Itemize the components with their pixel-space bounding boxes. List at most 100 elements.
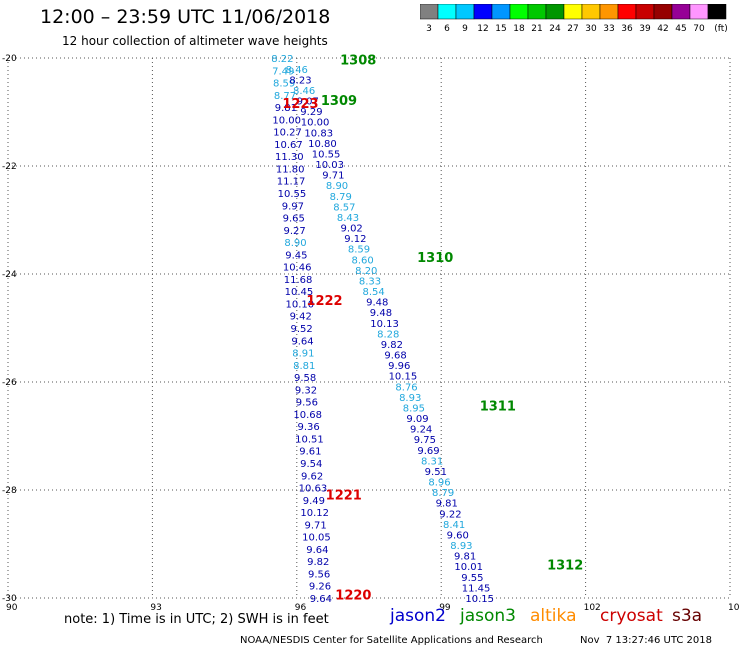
wave-height-value: 8.93 bbox=[450, 541, 472, 552]
pass-time-label: 1310 bbox=[417, 251, 453, 266]
wave-height-value: 9.55 bbox=[461, 573, 483, 584]
wave-height-value: 8.43 bbox=[337, 213, 359, 224]
wave-height-value: 8.23 bbox=[289, 75, 311, 86]
color-scale-label: 21 bbox=[531, 24, 542, 34]
wave-height-value: 9.96 bbox=[388, 361, 410, 372]
wave-height-value: 8.59 bbox=[273, 79, 295, 90]
legend-s3a: s3a bbox=[672, 606, 703, 626]
wave-height-value: 10.83 bbox=[304, 128, 333, 139]
color-scale-label: 18 bbox=[513, 24, 525, 34]
wave-height-value: 10.55 bbox=[278, 189, 307, 200]
wave-height-value: 9.62 bbox=[301, 471, 323, 482]
wave-height-value: 8.41 bbox=[443, 520, 465, 531]
color-scale-swatch bbox=[707, 4, 727, 20]
wave-height-value: 9.02 bbox=[341, 224, 363, 235]
wave-height-value: 9.71 bbox=[322, 171, 344, 182]
wave-height-value: 10.03 bbox=[315, 160, 344, 171]
color-scale-label: 33 bbox=[603, 24, 614, 34]
x-tick-label: 105 bbox=[728, 603, 740, 613]
wave-height-value: 9.60 bbox=[447, 530, 469, 541]
wave-height-value: 9.56 bbox=[308, 569, 330, 580]
wave-height-value: 8.76 bbox=[395, 382, 417, 393]
wave-height-value: 11.68 bbox=[284, 275, 313, 286]
wave-height-value: 10.63 bbox=[299, 484, 328, 495]
wave-height-value: 11.30 bbox=[275, 152, 304, 163]
wave-height-value: 8.77 bbox=[274, 91, 296, 102]
wave-height-value: 9.61 bbox=[299, 447, 321, 458]
wave-height-value: 10.00 bbox=[301, 118, 330, 129]
y-tick-label: -24 bbox=[2, 270, 17, 280]
pass-time-label: 1222 bbox=[306, 294, 342, 309]
color-scale-label: 12 bbox=[477, 24, 488, 34]
pass-time-label: 1223 bbox=[282, 97, 318, 112]
color-scale-label: 70 bbox=[693, 24, 705, 34]
wave-height-value: 11.80 bbox=[276, 164, 305, 175]
wave-height-value: 9.54 bbox=[300, 459, 322, 470]
wave-height-value: 11.45 bbox=[462, 583, 491, 594]
y-tick-label: -30 bbox=[2, 594, 17, 604]
wave-height-value: 10.12 bbox=[300, 508, 329, 519]
color-scale-label: 3 bbox=[426, 24, 432, 34]
wave-height-value: 9.58 bbox=[294, 373, 316, 384]
wave-height-value: 10.13 bbox=[370, 319, 399, 330]
pass-time-label: 1221 bbox=[326, 488, 362, 503]
wave-height-value: 9.82 bbox=[307, 557, 329, 568]
wave-height-value: 9.81 bbox=[454, 552, 476, 563]
legend-altika: altika bbox=[530, 606, 577, 626]
wave-height-value: 10.45 bbox=[285, 287, 314, 298]
chart-subtitle: 12 hour collection of altimeter wave hei… bbox=[62, 34, 328, 48]
color-scale-label: 42 bbox=[657, 24, 668, 34]
color-scale-bar: 3 6 9 12 15 18 21 24 27 30 33 36 39 42 45 70 (ft) bbox=[420, 4, 728, 34]
legend-jason2: jason2 bbox=[390, 606, 446, 626]
wave-height-value: 9.75 bbox=[414, 435, 436, 446]
wave-height-value: 9.27 bbox=[283, 226, 305, 237]
wave-height-value: 9.49 bbox=[303, 496, 325, 507]
wave-height-value: 9.09 bbox=[406, 414, 428, 425]
wave-height-value: 9.45 bbox=[285, 250, 307, 261]
wave-height-value: 9.68 bbox=[384, 351, 406, 362]
wave-height-value: 9.56 bbox=[296, 398, 318, 409]
pass-time-label: 1309 bbox=[321, 94, 357, 109]
generated-timestamp: Nov 7 13:27:46 UTC 2018 bbox=[580, 635, 712, 646]
wave-height-value: 9.12 bbox=[344, 234, 366, 245]
wave-height-value: 10.15 bbox=[465, 594, 494, 605]
wave-height-value: 8.81 bbox=[293, 361, 315, 372]
wave-height-value: 8.20 bbox=[355, 266, 377, 277]
wave-height-value: 9.64 bbox=[291, 336, 313, 347]
wave-height-value: 9.81 bbox=[436, 499, 458, 510]
color-scale-label: 30 bbox=[585, 24, 597, 34]
wave-height-value: 8.95 bbox=[403, 403, 425, 414]
color-scale-label: 15 bbox=[495, 24, 506, 34]
color-scale-label: 39 bbox=[639, 24, 651, 34]
wave-height-value: 9.82 bbox=[381, 340, 403, 351]
pass-time-label: 1311 bbox=[480, 399, 516, 414]
color-scale-label: 6 bbox=[444, 24, 450, 34]
x-tick-label: 102 bbox=[584, 603, 601, 613]
wave-height-value: 8.96 bbox=[428, 478, 450, 489]
wave-height-value: 9.36 bbox=[297, 422, 319, 433]
wave-height-value: 7.49 bbox=[272, 66, 294, 77]
wave-height-value: 8.22 bbox=[271, 54, 293, 65]
credit-line: NOAA/NESDIS Center for Satellite Applica… bbox=[240, 635, 543, 646]
wave-height-value: 9.64 bbox=[310, 594, 332, 605]
wave-height-value: 8.60 bbox=[352, 255, 374, 266]
y-tick-label: -26 bbox=[2, 378, 17, 388]
wave-height-value: 9.22 bbox=[439, 509, 461, 520]
x-tick-label: 99 bbox=[439, 603, 451, 613]
wave-height-value: 9.48 bbox=[366, 298, 388, 309]
y-tick-label: -20 bbox=[2, 54, 17, 64]
wave-height-value: 10.10 bbox=[286, 299, 315, 310]
wave-height-value: 8.59 bbox=[348, 245, 370, 256]
wave-height-value: 10.05 bbox=[302, 533, 331, 544]
wave-height-value: 9.07 bbox=[297, 97, 319, 108]
chart-title: 12:00 – 23:59 UTC 11/06/2018 bbox=[40, 6, 331, 28]
legend-jason3: jason3 bbox=[460, 606, 516, 626]
wave-height-value: 8.79 bbox=[432, 488, 454, 499]
color-scale-label: (ft) bbox=[714, 24, 728, 34]
wave-height-value: 8.33 bbox=[359, 276, 381, 287]
pass-time-label: 1308 bbox=[340, 54, 376, 69]
wave-height-value: 11.17 bbox=[277, 177, 306, 188]
wave-height-value: 9.51 bbox=[425, 467, 447, 478]
color-scale-label: 36 bbox=[621, 24, 633, 34]
